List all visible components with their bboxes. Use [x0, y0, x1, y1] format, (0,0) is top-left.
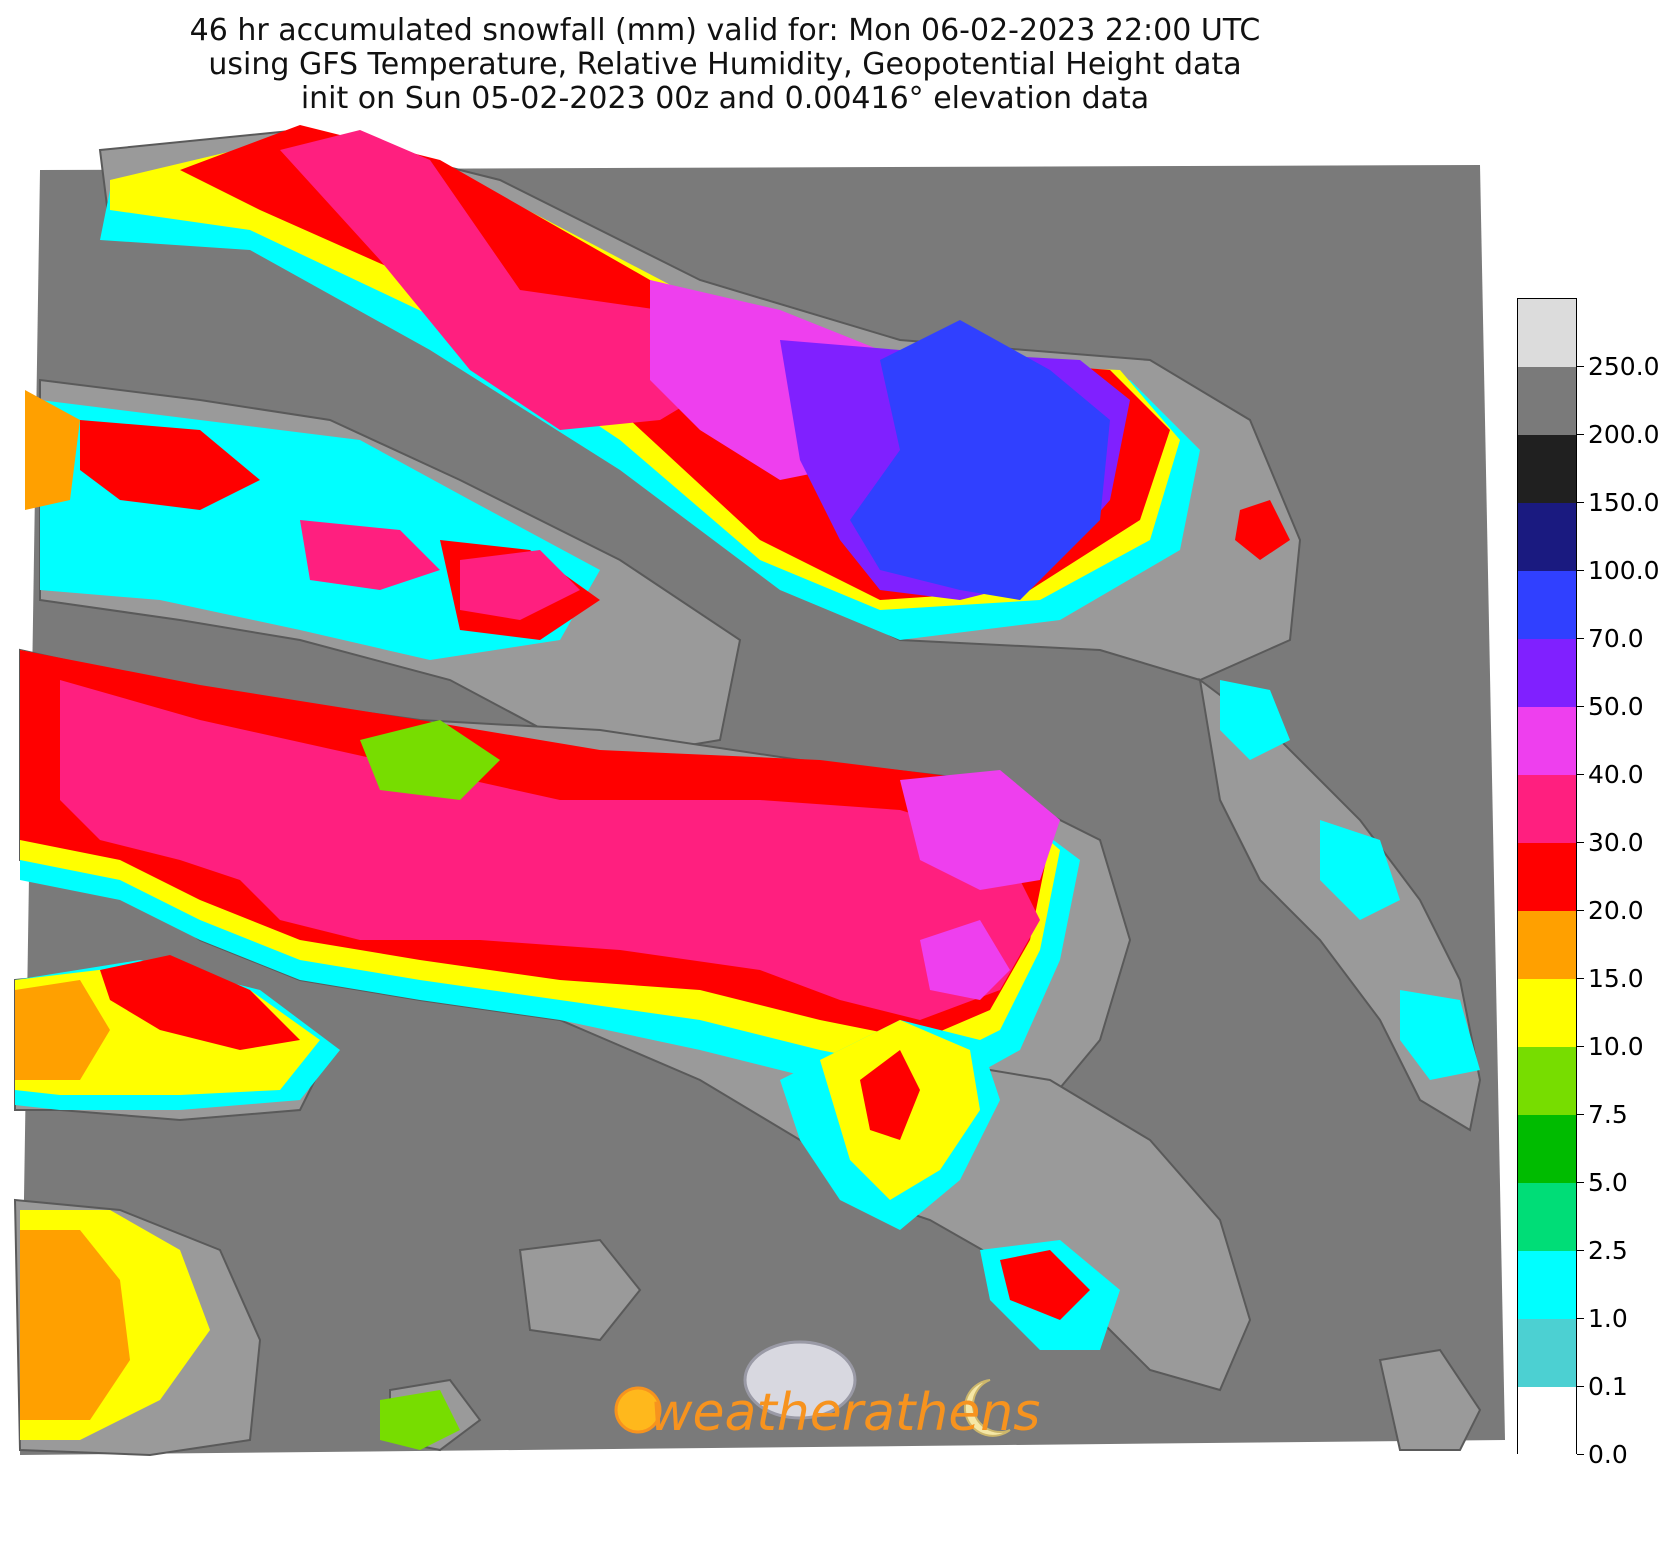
colorbar-label: 250.0 — [1588, 352, 1660, 381]
colorbar-tick — [1577, 1114, 1584, 1115]
colorbar-tick — [1577, 978, 1584, 979]
colorbar-tick — [1577, 1046, 1584, 1047]
snow-band-pink-nw — [300, 520, 580, 620]
colorbar-segment — [1518, 299, 1576, 367]
colorbar-label: 40.0 — [1588, 760, 1644, 789]
cloud-icon — [743, 1340, 857, 1420]
colorbar-segment — [1518, 1251, 1576, 1319]
colorbar-segment — [1518, 1115, 1576, 1183]
colorbar-tick — [1577, 774, 1584, 775]
sun-icon — [614, 1386, 662, 1434]
colorbar-segment — [1518, 1047, 1576, 1115]
snow-band-pink-north — [280, 130, 760, 430]
colorbar-segment — [1518, 775, 1576, 843]
colorbar-label: 200.0 — [1588, 420, 1660, 449]
colorbar-label: 5.0 — [1588, 1168, 1628, 1197]
colorbar-label: 10.0 — [1588, 1032, 1644, 1061]
snow-band-red-peninsula — [860, 1050, 920, 1140]
colorbar-tick — [1577, 706, 1584, 707]
snowfall-bands — [15, 125, 1480, 1450]
weatherathens-logo: weatherathens — [614, 1340, 1040, 1443]
colorbar-label: 70.0 — [1588, 624, 1644, 653]
colorbar-label: 150.0 — [1588, 488, 1660, 517]
colorbar-tick — [1577, 1318, 1584, 1319]
colorbar-segment — [1518, 639, 1576, 707]
title-line-3: init on Sun 05-02-2023 00z and 0.00416° … — [300, 81, 1150, 116]
colorbar-segment — [1518, 1387, 1576, 1455]
snow-band-green-south — [380, 1390, 460, 1450]
title-line-2: using GFS Temperature, Relative Humidity… — [208, 47, 1242, 82]
colorbar-tick — [1577, 1182, 1584, 1183]
snow-band-blue-north — [850, 320, 1110, 600]
colorbar-segment — [1518, 1319, 1576, 1387]
colorbar-segment — [1518, 911, 1576, 979]
snow-band-red-south-peninsula — [1000, 1250, 1090, 1320]
snow-band-orange-sw — [15, 980, 110, 1080]
colorbar-label: 50.0 — [1588, 692, 1644, 721]
snow-band-pink-central — [60, 680, 1040, 1020]
colorbar-segment — [1518, 435, 1576, 503]
colorbar-segment — [1518, 571, 1576, 639]
colorbar-label: 15.0 — [1588, 964, 1644, 993]
colorbar-segment — [1518, 503, 1576, 571]
colorbar-label: 0.0 — [1588, 1440, 1628, 1469]
chart-title: 46 hr accumulated snowfall (mm) valid fo… — [0, 14, 1450, 116]
colorbar-segment — [1518, 707, 1576, 775]
colorbar-segment — [1518, 1183, 1576, 1251]
colorbar-tick — [1577, 1250, 1584, 1251]
title-line-1: 46 hr accumulated snowfall (mm) valid fo… — [189, 13, 1261, 48]
snow-band-cyan-east — [1220, 680, 1480, 1080]
colorbar-label: 7.5 — [1588, 1100, 1628, 1129]
colorbar-segment — [1518, 843, 1576, 911]
colorbar-segment — [1518, 979, 1576, 1047]
snow-band-orange-nw — [25, 390, 80, 510]
colorbar-tick — [1577, 570, 1584, 571]
colorbar-label: 100.0 — [1588, 556, 1660, 585]
colorbar-label: 2.5 — [1588, 1236, 1628, 1265]
snow-band-red-east — [1235, 500, 1290, 560]
snow-band-magenta-central — [900, 770, 1060, 1000]
snow-band-green-central — [360, 720, 500, 800]
colorbar-tick — [1577, 910, 1584, 911]
colorbar-label: 1.0 — [1588, 1304, 1628, 1333]
colorbar-tick — [1577, 1454, 1584, 1455]
colorbar-tick — [1577, 366, 1584, 367]
colorbar-label: 20.0 — [1588, 896, 1644, 925]
colorbar-tick — [1577, 1386, 1584, 1387]
colorbar-tick — [1577, 434, 1584, 435]
snowfall-map: weatherathens — [13, 125, 1505, 1457]
colorbar-segment — [1518, 367, 1576, 435]
colorbar-label: 30.0 — [1588, 828, 1644, 857]
snow-band-red-sw — [100, 955, 300, 1050]
logo-text: weatherathens — [650, 1383, 1040, 1443]
moon-icon — [963, 1379, 1011, 1437]
colorbar-label: 0.1 — [1588, 1372, 1628, 1401]
colorbar — [1517, 298, 1577, 1455]
colorbar-tick — [1577, 638, 1584, 639]
colorbar-tick — [1577, 842, 1584, 843]
colorbar-tick — [1577, 502, 1584, 503]
snow-band-orange-south — [20, 1230, 130, 1420]
